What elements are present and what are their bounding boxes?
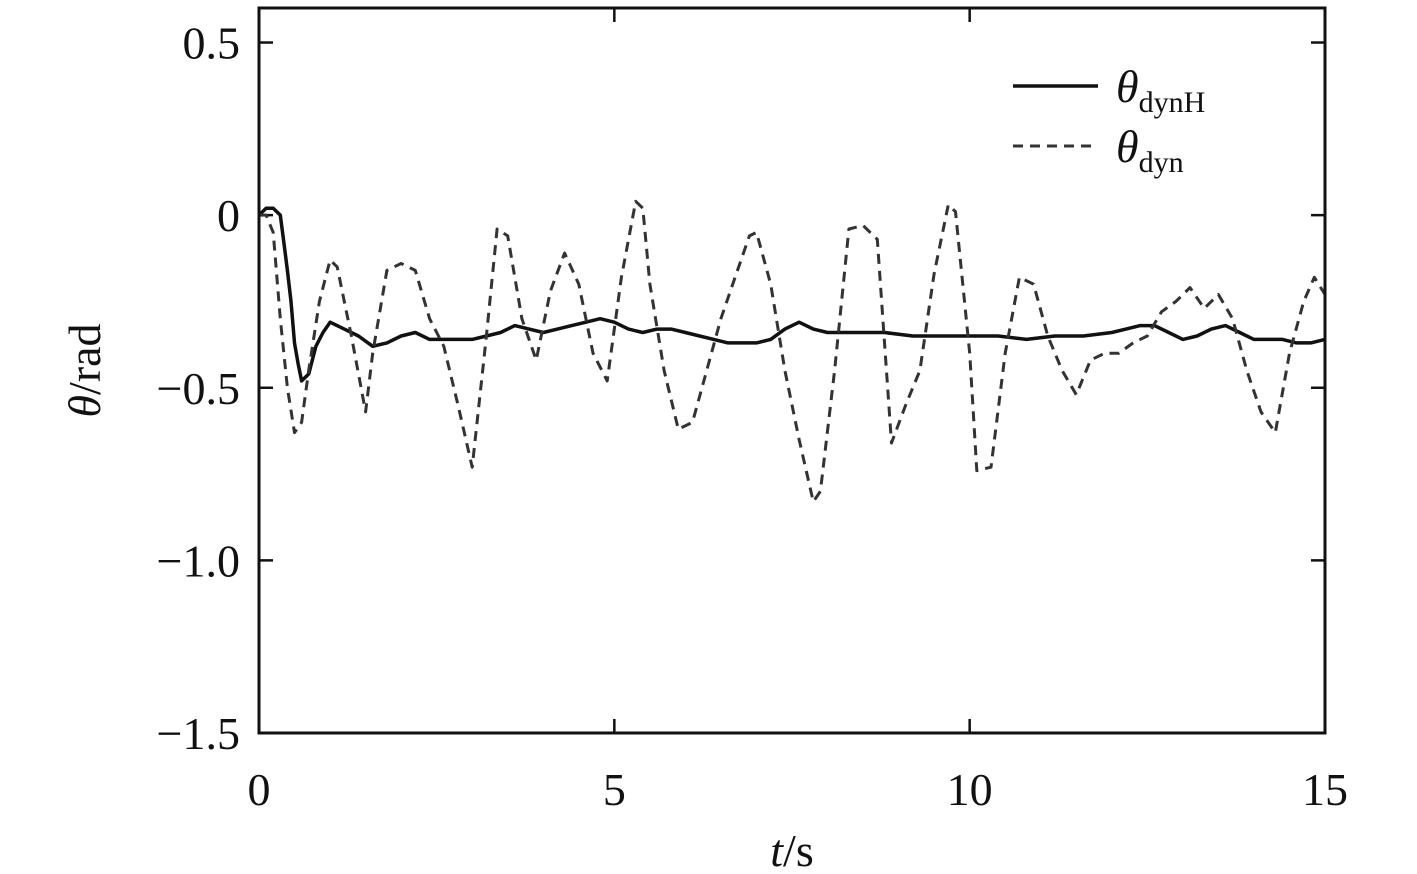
series-layer: [257, 199, 1327, 504]
y-tick-label: 0: [217, 190, 240, 241]
y-tick-label: −0.5: [157, 363, 240, 414]
series-theta-dynh-line: [257, 206, 1326, 383]
x-tick-label: 5: [603, 764, 626, 815]
plot-frame: [257, 6, 1327, 735]
y-tick-label: 0.5: [183, 18, 241, 69]
x-tick-label: 15: [1302, 764, 1348, 815]
legend-label: θdynH: [1116, 61, 1205, 119]
series-theta-dyn-line: [259, 199, 1327, 504]
y-tick-label: −1.0: [157, 535, 240, 586]
legend-label: θdyn: [1116, 121, 1184, 179]
y-axis-label: θ/rad: [59, 323, 110, 417]
y-tick-label: −1.5: [157, 708, 240, 759]
axis-ticks: 0 5 10 15 0.5 0 −0.5 −1.0 −1.5: [157, 8, 1348, 815]
x-axis-label: t/s: [770, 825, 813, 874]
x-tick-label: 10: [947, 764, 993, 815]
x-tick-label: 0: [248, 764, 271, 815]
